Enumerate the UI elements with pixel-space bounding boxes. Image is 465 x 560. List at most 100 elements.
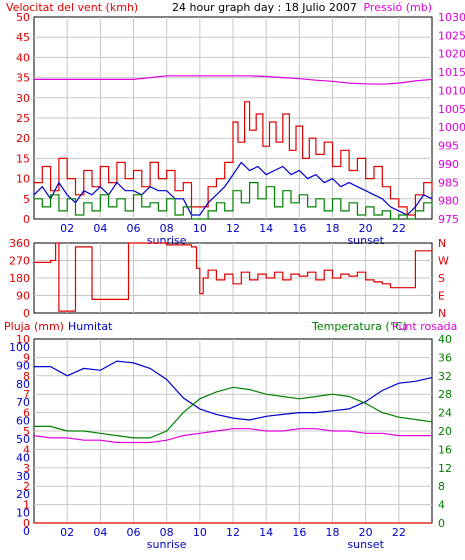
right-tick-label: 32 — [438, 370, 452, 383]
right-tick-label: 28 — [438, 388, 452, 401]
left-tick-label: 180 — [9, 272, 30, 285]
series-line-red — [34, 242, 433, 312]
humidity-tick-label: 20 — [16, 488, 30, 501]
humidity-tick-label: 90 — [16, 359, 30, 372]
hour-tick-label: 22 — [392, 526, 406, 539]
sunset-label: sunset — [347, 234, 384, 247]
sunset-label: sunset — [347, 538, 384, 551]
right-tick-label: 0 — [438, 517, 445, 530]
rain-humidity-temp-panel: 02 04 06 08 10 12 14 16 18 20 22109876543210100908… — [9, 333, 452, 551]
left-tick-label: 15 — [16, 152, 30, 165]
hour-tick-label: 18 — [326, 222, 340, 235]
hour-tick-label: 22 — [392, 222, 406, 235]
series-line-magenta — [33, 428, 432, 444]
right-tick-label: 975 — [438, 213, 459, 226]
humidity-tick-label: 0 — [23, 525, 30, 538]
right-tick-label: 985 — [438, 176, 459, 189]
hour-tick-label: 08 — [160, 526, 174, 539]
hour-tick-label: 14 — [259, 222, 273, 235]
series-line-blue — [34, 360, 433, 421]
right-tick-label: 24 — [438, 407, 452, 420]
hour-tick-label: 12 — [226, 526, 240, 539]
left-tick-label: 25 — [16, 112, 30, 125]
right-tick-label: 16 — [438, 443, 452, 456]
left-tick-label: 1 — [23, 499, 30, 512]
left-tick-label: 0 — [23, 307, 30, 320]
hour-tick-label: 02 — [60, 222, 74, 235]
series-line-red — [34, 101, 433, 216]
humidity-tick-label: 30 — [16, 470, 30, 483]
hour-tick-label: 16 — [292, 222, 306, 235]
right-tick-label: S — [438, 272, 445, 285]
left-tick-label: 35 — [16, 72, 30, 85]
left-tick-label: 2 — [23, 480, 30, 493]
sunrise-label: sunrise — [147, 538, 187, 551]
right-tick-label: 12 — [438, 462, 452, 475]
humidity-tick-label: 10 — [16, 507, 30, 520]
hour-tick-label: 12 — [226, 222, 240, 235]
right-tick-label: 40 — [438, 333, 452, 346]
rain-axis-label: Pluja (mm) — [4, 320, 64, 333]
hour-tick-label: 04 — [93, 526, 107, 539]
wind-axis-label: Velocitat del vent (kmh) — [6, 1, 138, 14]
right-tick-label: W — [438, 255, 449, 268]
hour-tick-label: 02 — [60, 526, 74, 539]
hour-tick-label: 10 — [193, 222, 207, 235]
right-tick-label: 1015 — [438, 66, 465, 79]
right-tick-label: 36 — [438, 351, 452, 364]
left-tick-label: 6 — [23, 407, 30, 420]
hour-tick-label: 20 — [359, 222, 373, 235]
left-tick-label: 40 — [16, 51, 30, 64]
left-tick-label: 5 — [23, 193, 30, 206]
sunrise-label: sunrise — [147, 234, 187, 247]
humidity-axis-label: Humitat — [68, 320, 113, 333]
hour-tick-label: 20 — [359, 526, 373, 539]
pressure-axis-label: Pressió (mb) — [363, 1, 432, 14]
right-tick-label: 1005 — [438, 103, 465, 116]
right-tick-label: 8 — [438, 480, 445, 493]
left-tick-label: 30 — [16, 92, 30, 105]
series-line-green — [34, 182, 433, 220]
right-tick-label: 990 — [438, 158, 459, 171]
right-tick-label: 1025 — [438, 29, 465, 42]
left-tick-label: 9 — [23, 351, 30, 364]
right-tick-label: 4 — [438, 499, 445, 512]
left-tick-label: 10 — [16, 173, 30, 186]
humidity-tick-label: 40 — [16, 451, 30, 464]
humidity-tick-label: 50 — [16, 433, 30, 446]
right-tick-label: 20 — [438, 425, 452, 438]
series-line-magenta — [34, 75, 433, 85]
left-tick-label: 90 — [16, 290, 30, 303]
hour-tick-label: 06 — [127, 526, 141, 539]
right-tick-label: N — [438, 307, 446, 320]
hour-tick-label: 04 — [93, 222, 107, 235]
humidity-tick-label: 100 — [9, 341, 30, 354]
left-tick-label: 4 — [23, 443, 30, 456]
graph-title: 24 hour graph day : 18 Julio 2007 — [172, 1, 357, 14]
hour-tick-label: 14 — [259, 526, 273, 539]
hour-tick-label: 16 — [292, 526, 306, 539]
left-tick-label: 5 — [23, 425, 30, 438]
left-tick-label: 0 — [23, 517, 30, 530]
right-tick-label: 995 — [438, 140, 459, 153]
left-tick-label: 360 — [9, 237, 30, 250]
left-tick-label: 50 — [16, 11, 30, 24]
left-tick-label: 20 — [16, 132, 30, 145]
hour-tick-label: 18 — [326, 526, 340, 539]
left-tick-label: 270 — [9, 255, 30, 268]
right-tick-label: 1020 — [438, 48, 465, 61]
hour-tick-label: 10 — [193, 526, 207, 539]
left-tick-label: 3 — [23, 462, 30, 475]
humidity-tick-label: 60 — [16, 415, 30, 428]
right-tick-label: 1030 — [438, 11, 465, 24]
dewpoint-axis-label: Punt rosada — [392, 320, 457, 333]
right-tick-label: N — [438, 237, 446, 250]
left-tick-label: 7 — [23, 388, 30, 401]
wind-pressure-panel: 02 04 06 08 10 12 14 16 18 20 22504540353025201510… — [16, 11, 465, 247]
right-tick-label: 980 — [438, 195, 459, 208]
right-tick-label: 1000 — [438, 121, 465, 134]
series-line-green — [34, 386, 433, 439]
right-tick-label: 1010 — [438, 84, 465, 97]
